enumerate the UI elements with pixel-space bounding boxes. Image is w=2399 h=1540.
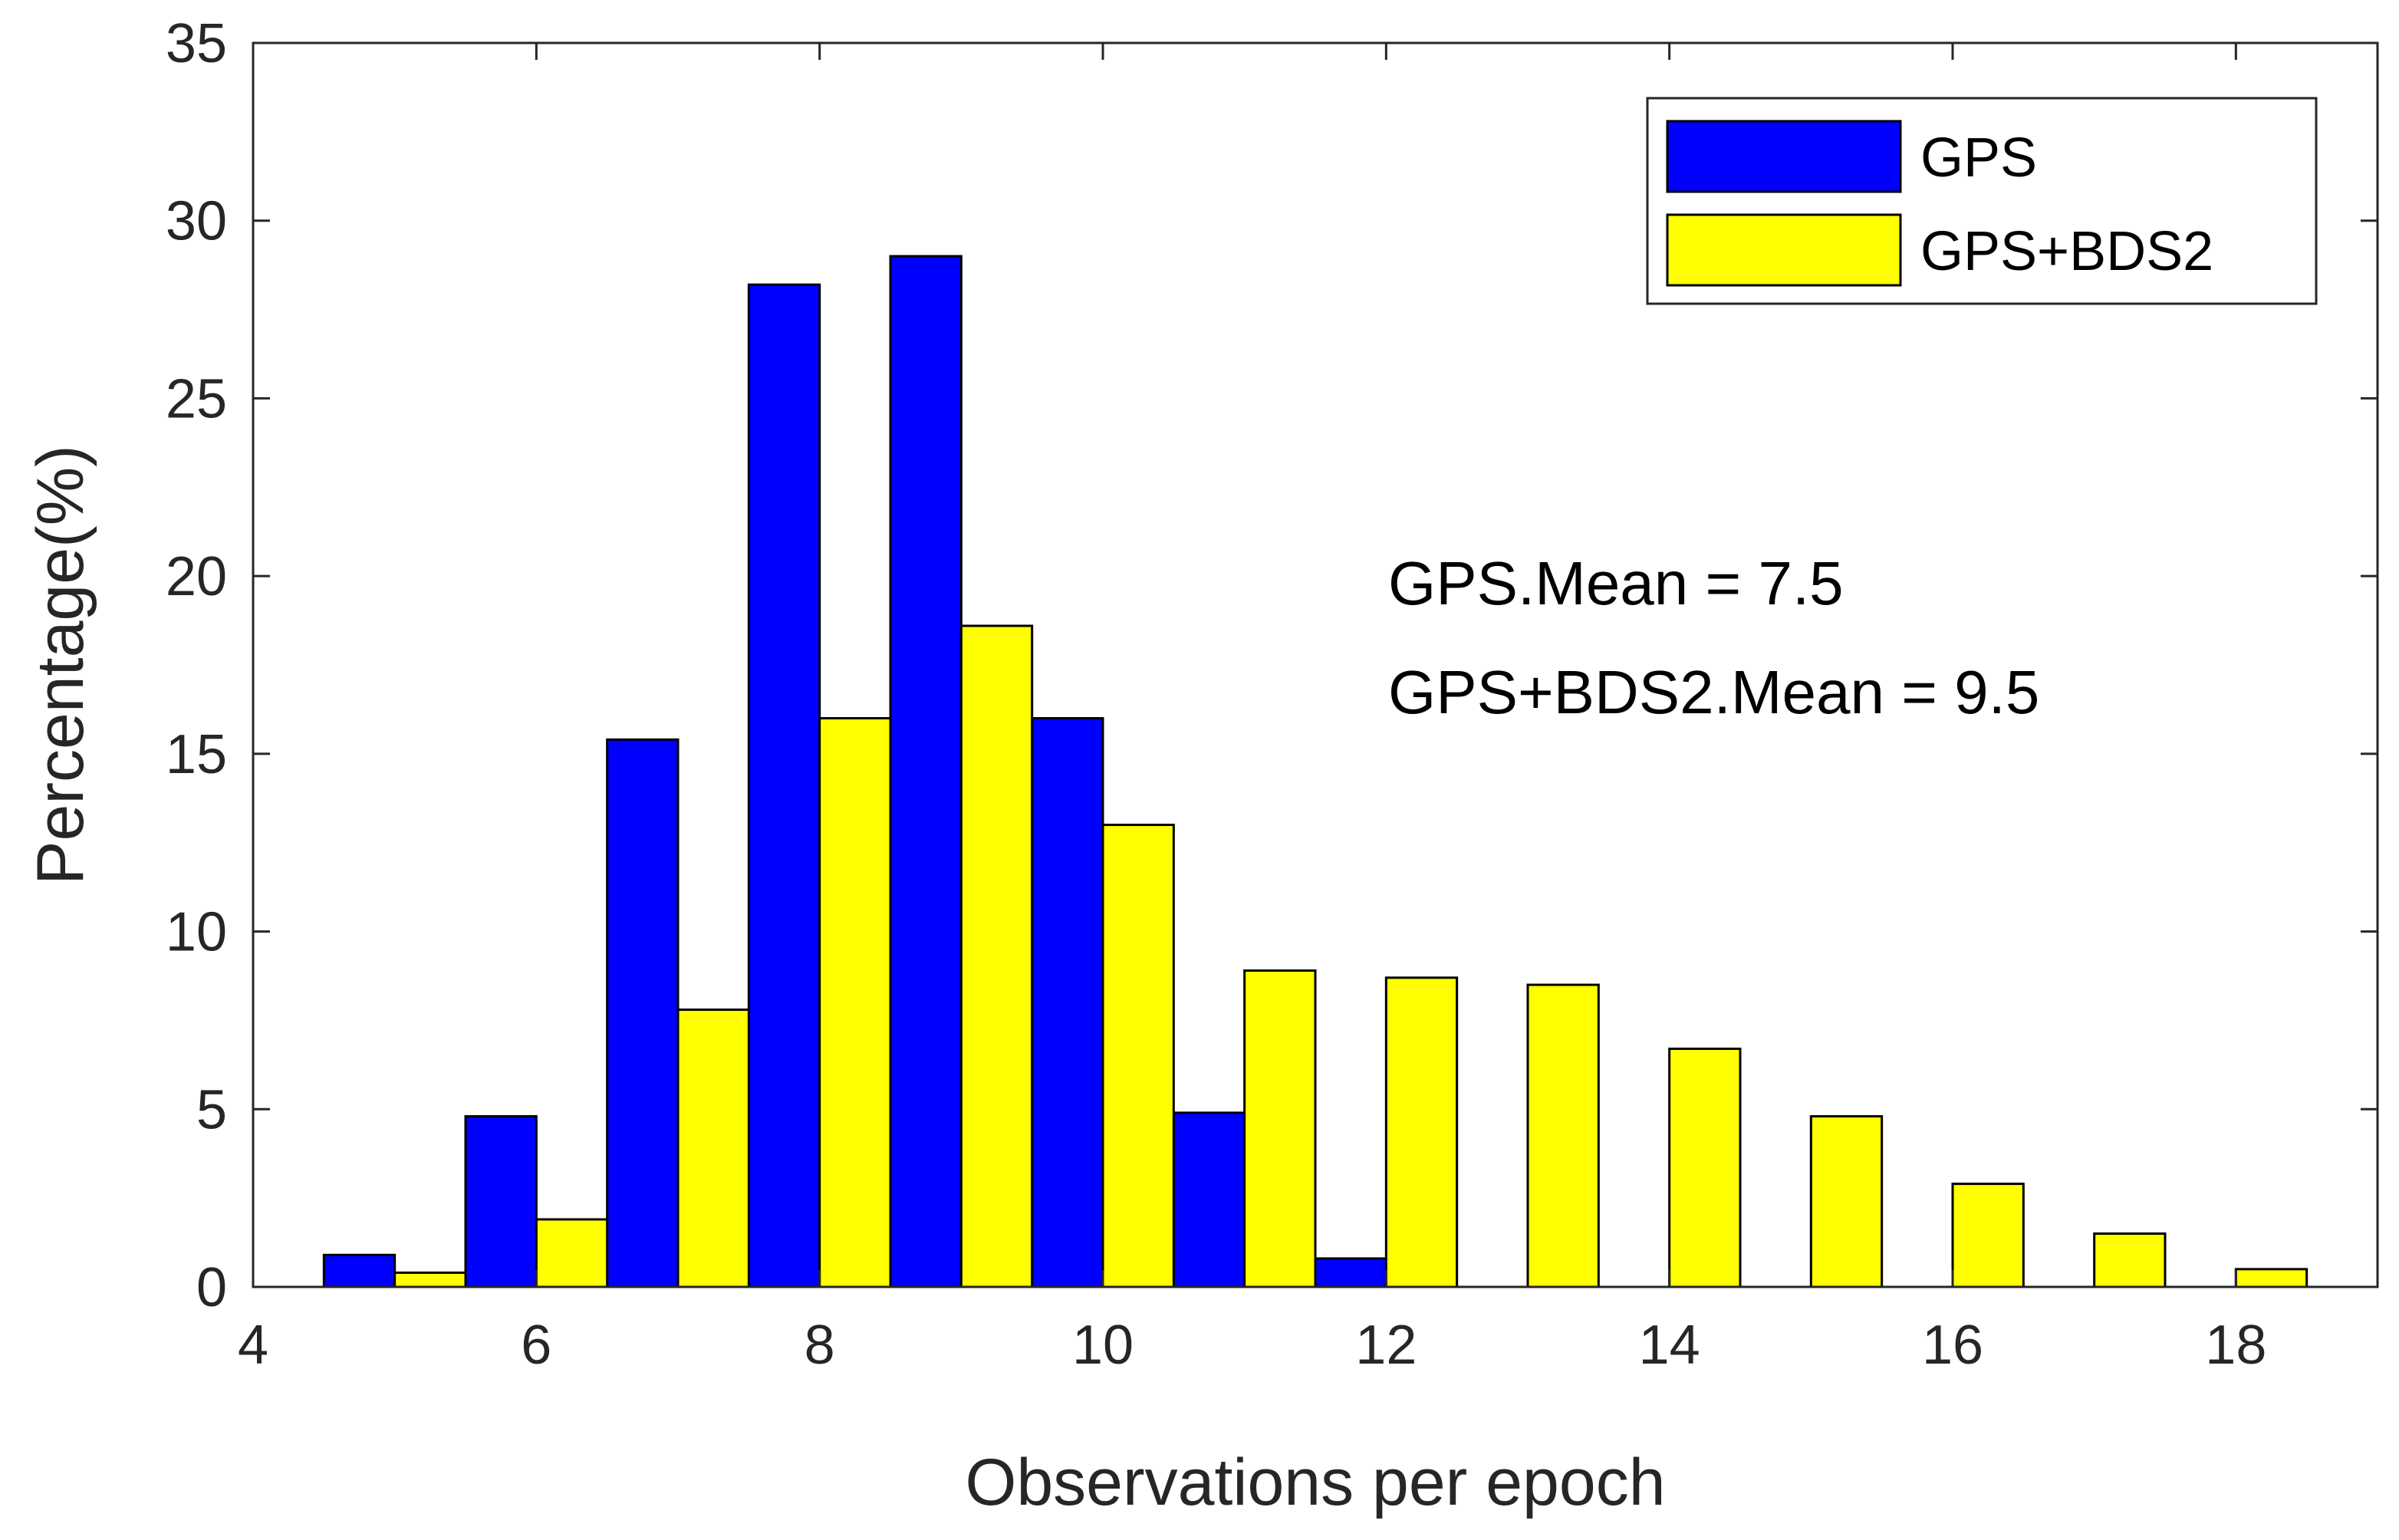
bar-gps-bds2-8 [818,717,892,1288]
x-tick-label-10: 10 [1072,1315,1134,1376]
y-tick-label-30: 30 [166,191,227,252]
bar-gps-12 [1314,1257,1387,1288]
x-axis-title: Observations per epoch [965,1446,1665,1519]
x-tick-label-14: 14 [1639,1315,1700,1376]
bar-gps-9 [889,255,963,1288]
y-tick-label-0: 0 [196,1257,227,1318]
bar-gps-7 [606,738,680,1288]
y-axis-title: Percentage(%) [24,445,97,885]
legend: GPS GPS+BDS2 [1646,97,2318,305]
bar-gps-bds2-7 [676,1009,750,1288]
bar-gps-bds2-15 [1809,1115,1884,1288]
y-tick-label-15: 15 [166,724,227,785]
bar-gps-10 [1031,717,1104,1288]
bar-gps-bds2-11 [1243,969,1317,1288]
x-tick-label-12: 12 [1355,1315,1417,1376]
bar-gps-bds2-12 [1384,976,1459,1288]
annotation-gps-bds2-mean: GPS+BDS2.Mean = 9.5 [1388,658,2039,726]
y-tick-label-35: 35 [166,13,227,74]
legend-label-gps: GPS [1920,127,2037,189]
annotation-gps-mean: GPS.Mean = 7.5 [1388,549,1844,617]
x-tick-label-4: 4 [238,1315,268,1376]
bar-gps-bds2-13 [1526,983,1600,1288]
bar-gps-bds2-6 [535,1218,609,1288]
bar-gps-bds2-9 [959,624,1034,1288]
plot-frame [252,41,2379,1288]
bar-gps-5 [322,1253,397,1288]
bar-gps-11 [1172,1111,1246,1288]
legend-swatch-gps-bds2 [1666,213,1902,287]
bar-gps-8 [747,283,821,1288]
ticks-group: 4 6 8 10 12 14 16 18 0 5 10 15 20 25 30 35 [166,13,2378,1376]
y-tick-label-5: 5 [196,1079,227,1140]
x-tick-label-18: 18 [2205,1315,2266,1376]
bar-gps-bds2-10 [1101,824,1175,1288]
bar-gps-bds2-17 [2093,1232,2167,1288]
x-tick-label-6: 6 [521,1315,551,1376]
y-tick-label-20: 20 [166,546,227,607]
bar-gps-6 [464,1115,538,1288]
bar-gps-bds2-16 [1951,1183,2025,1288]
bar-gps-bds2-18 [2234,1268,2309,1288]
legend-label-gps-bds2: GPS+BDS2 [1920,221,2213,282]
bar-gps-bds2-5 [393,1271,467,1288]
legend-swatch-gps [1666,120,1902,193]
y-tick-label-10: 10 [166,902,227,963]
x-tick-label-8: 8 [805,1315,835,1376]
bars-group [322,255,2309,1288]
x-tick-label-16: 16 [1922,1315,1983,1376]
y-tick-label-25: 25 [166,368,227,429]
bar-gps-bds2-14 [1668,1048,1742,1288]
